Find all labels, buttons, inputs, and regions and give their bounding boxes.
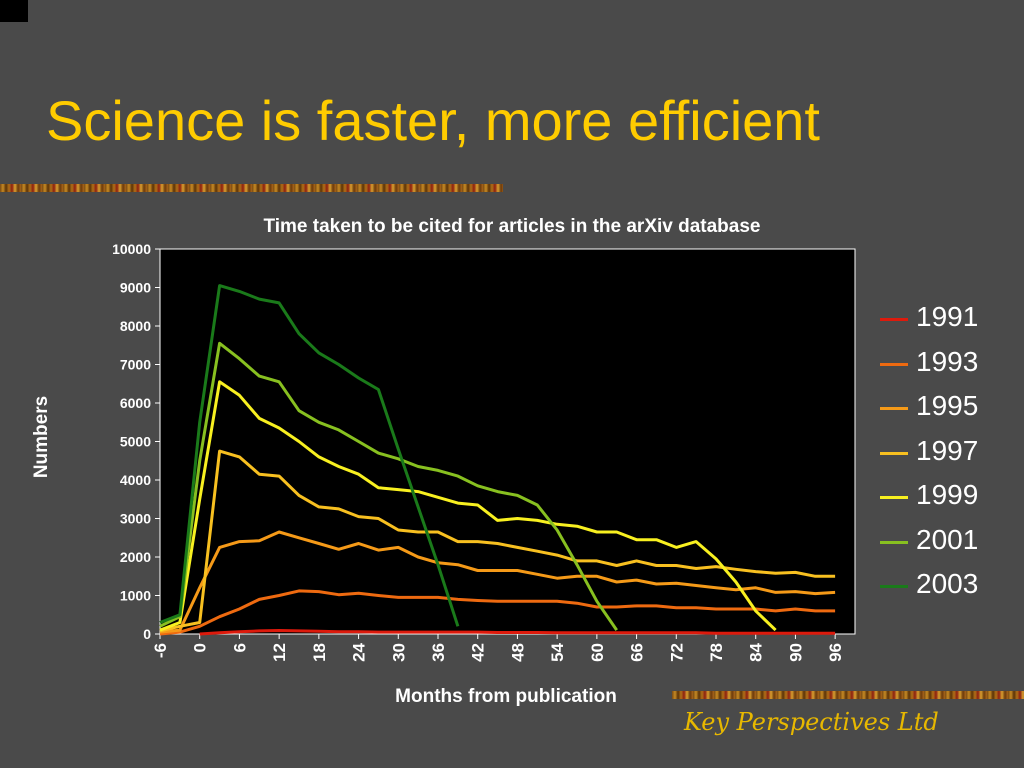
- x-tick-label: 90: [786, 643, 805, 662]
- decorative-rule-top: [0, 184, 503, 192]
- y-tick-label: 4000: [120, 472, 151, 488]
- legend-swatch: [880, 318, 908, 321]
- legend-label: 1991: [916, 301, 979, 332]
- x-tick-label: -6: [151, 643, 170, 658]
- chart-title: Time taken to be cited for articles in t…: [263, 216, 761, 237]
- legend-item-1997: 1997: [876, 431, 1006, 475]
- y-tick-label: 9000: [120, 280, 151, 296]
- slide-title: Science is faster, more efficient: [46, 89, 820, 152]
- x-tick-label: 48: [508, 643, 527, 662]
- x-tick-label: 72: [667, 643, 686, 662]
- series-line-2001: [159, 341, 618, 631]
- legend-label: 2003: [916, 568, 979, 599]
- x-tick-label: 30: [389, 643, 408, 662]
- x-tick-label: 24: [350, 642, 369, 661]
- legend-item-1991: 1991: [876, 297, 1006, 341]
- legend-swatch: [880, 540, 908, 544]
- y-tick-label: 5000: [120, 434, 151, 450]
- x-tick-label: 66: [628, 643, 647, 662]
- legend-item-1993: 1993: [876, 342, 1006, 386]
- x-tick-label: 78: [707, 643, 726, 662]
- legend-label: 2001: [916, 523, 979, 555]
- legend-swatch: [880, 362, 908, 366]
- x-tick-label: 12: [270, 643, 289, 662]
- x-tick-label: 60: [588, 643, 607, 662]
- y-tick-label: 6000: [120, 395, 151, 411]
- legend-swatch: [880, 585, 908, 588]
- decorative-rule-bottom: [672, 691, 1024, 699]
- plot-area: [159, 248, 856, 635]
- legend-label: 1999: [916, 479, 979, 510]
- x-axis-label: Months from publication: [395, 686, 617, 707]
- series-line-1999: [159, 380, 777, 632]
- y-tick-label: 10000: [112, 241, 151, 257]
- x-tick-label: 54: [548, 642, 567, 661]
- y-tick-label: 7000: [120, 357, 151, 373]
- legend-item-2003: 2003: [876, 564, 1006, 608]
- y-tick-label: 3000: [120, 511, 151, 527]
- legend-item-1995: 1995: [876, 386, 1006, 430]
- x-tick-label: 42: [469, 643, 488, 662]
- y-tick-label: 0: [143, 626, 151, 642]
- series-line-1991: [199, 629, 836, 636]
- x-tick-label: 96: [826, 643, 845, 662]
- series-line-1995: [159, 530, 836, 634]
- corner-mark: [0, 0, 28, 22]
- series-line-2003: [159, 284, 460, 627]
- series-line-1993: [159, 589, 836, 636]
- legend-item-2001: 2001: [876, 520, 1006, 564]
- x-tick-label: 84: [747, 642, 766, 661]
- y-tick-label: 2000: [120, 549, 151, 565]
- footer-brand: Key Perspectives Ltd: [684, 708, 939, 736]
- legend-swatch: [880, 496, 908, 499]
- legend-label: 1995: [916, 390, 979, 421]
- x-tick-label: 0: [191, 643, 210, 652]
- legend-item-1999: 1999: [876, 475, 1006, 519]
- x-tick-label: 36: [429, 643, 448, 662]
- y-tick-label: 1000: [120, 588, 151, 604]
- legend-swatch: [880, 407, 908, 410]
- y-tick-label: 8000: [120, 318, 151, 334]
- x-tick-label: 6: [230, 643, 249, 652]
- legend-label: 1993: [916, 345, 979, 377]
- legend-label: 1997: [916, 434, 979, 466]
- legend-swatch: [880, 451, 908, 455]
- x-tick-label: 18: [310, 643, 329, 662]
